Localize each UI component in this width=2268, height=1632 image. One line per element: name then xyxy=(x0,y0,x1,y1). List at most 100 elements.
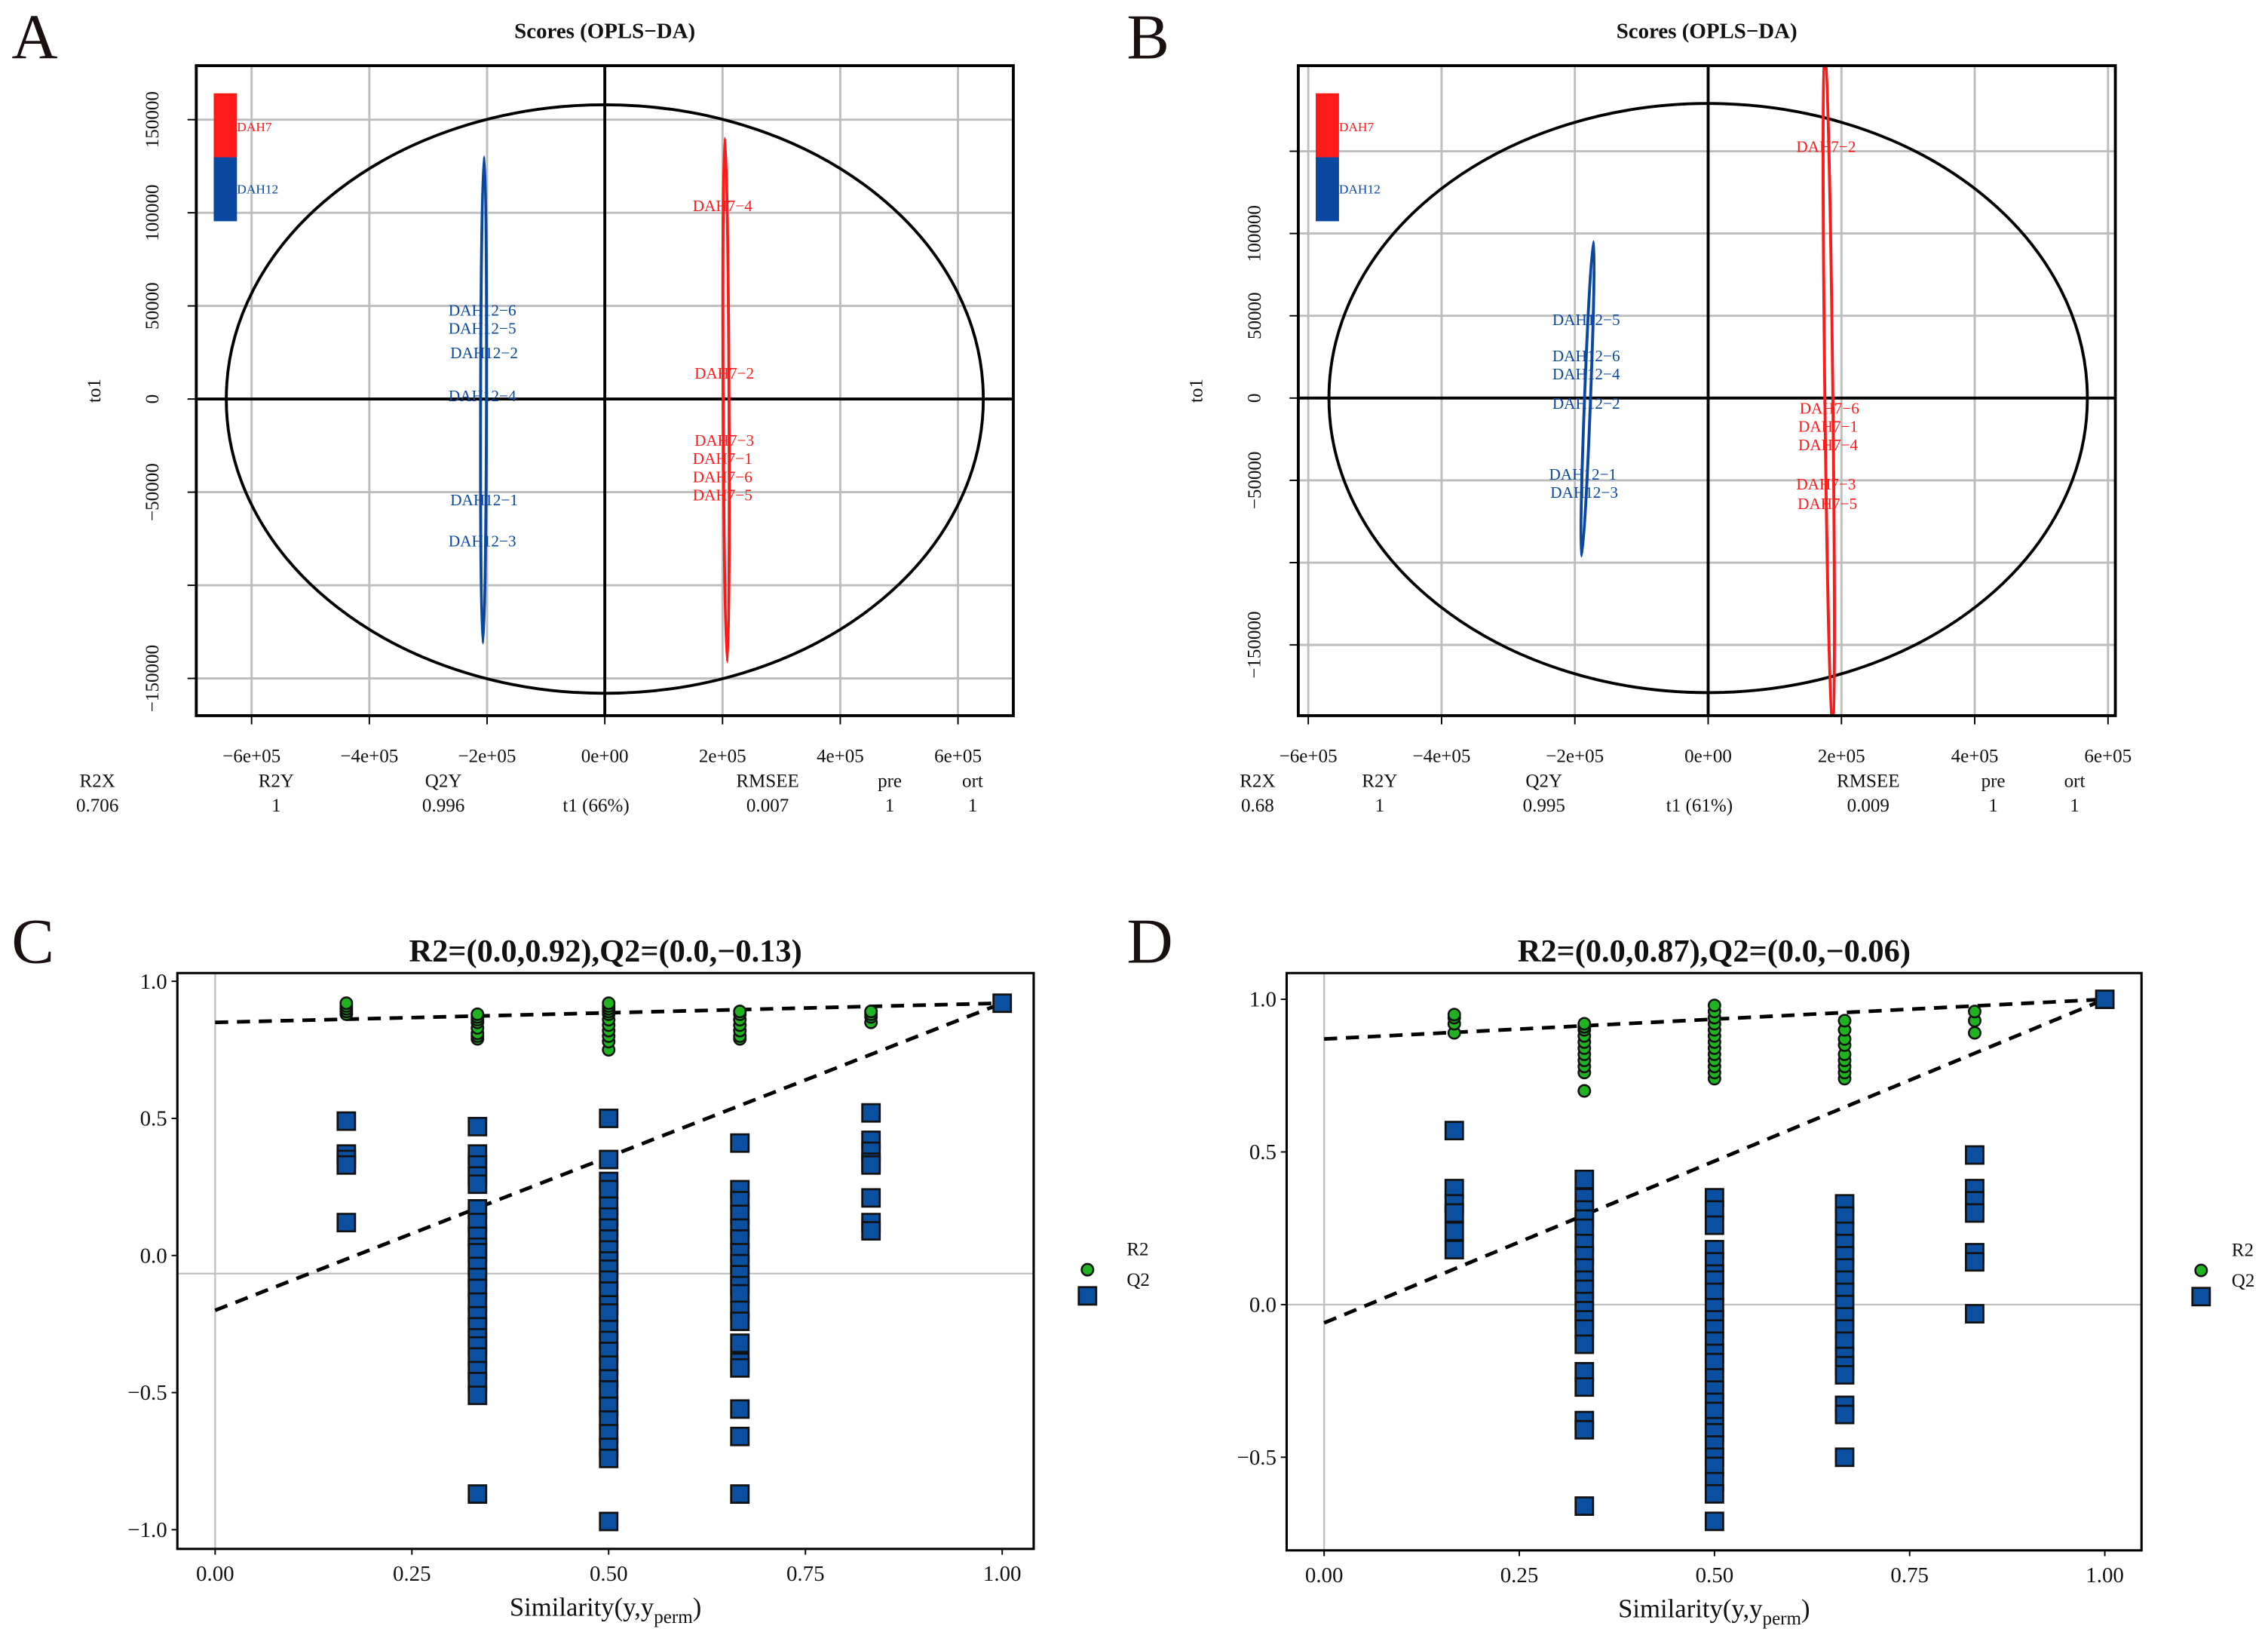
q2-point xyxy=(1834,1404,1855,1425)
q2-point xyxy=(1444,1121,1464,1141)
r2-point xyxy=(1707,999,1721,1013)
r2-point xyxy=(1837,1014,1852,1028)
q2-point xyxy=(2095,989,2115,1009)
legend-q2-label: Q2 xyxy=(1126,1270,1150,1290)
sample-label: DAH12−5 xyxy=(449,319,516,337)
q2-point xyxy=(861,1103,881,1123)
sample-label: DAH12−2 xyxy=(450,344,518,362)
y-tick-label: 0 xyxy=(1245,394,1265,403)
plot-frame xyxy=(176,971,1035,1551)
stat-value: 0.995 xyxy=(1523,796,1565,816)
group-ellipse-dah7 xyxy=(1822,66,1836,716)
legend-r2-label: R2 xyxy=(1126,1239,1148,1259)
hotelling-ellipse xyxy=(225,103,985,695)
q2-point xyxy=(730,1484,750,1505)
legend-r2-icon xyxy=(2194,1263,2208,1278)
legend-r2-label: R2 xyxy=(2232,1240,2254,1260)
q2-point xyxy=(1574,1496,1595,1516)
stat-value: 1 xyxy=(1375,796,1385,816)
q2-point xyxy=(1574,1334,1595,1354)
x-tick-label: −4e+05 xyxy=(340,747,398,767)
x-tick-label: 6e+05 xyxy=(934,747,982,767)
q2-point xyxy=(599,1180,619,1200)
stat-header: R2Y xyxy=(259,771,294,791)
y-tick-label: 150000 xyxy=(143,91,163,148)
stat-header: Q2Y xyxy=(1525,771,1562,791)
y-tick-label: −150000 xyxy=(1245,611,1265,678)
q2-point xyxy=(599,1448,619,1468)
r2-point xyxy=(864,1005,878,1019)
sample-label: DAH12−1 xyxy=(1549,465,1617,483)
q2-point xyxy=(1444,1221,1464,1241)
group-ellipse-dah12 xyxy=(479,155,489,645)
stat-value: 0.007 xyxy=(746,796,789,816)
q2-point xyxy=(1834,1447,1855,1468)
sample-label: DAH12−3 xyxy=(449,532,516,551)
q2-point xyxy=(861,1155,881,1175)
y-tick-label: 0.0 xyxy=(1249,1293,1277,1318)
y-tick-label: −50000 xyxy=(143,463,163,521)
q2-point xyxy=(1574,1377,1595,1397)
x-axis-label: Similarity(y,yperm) xyxy=(510,1593,701,1628)
sample-label: DAH12−6 xyxy=(1552,347,1620,365)
x-axis-label: t1 (61%) xyxy=(1666,796,1733,816)
x-tick-label: 4e+05 xyxy=(1951,747,1999,767)
y-tick-label: 0.5 xyxy=(140,1107,167,1131)
r2-point xyxy=(1577,1084,1592,1098)
q2-point xyxy=(992,993,1013,1014)
q2-point xyxy=(467,1385,488,1406)
y-tick-label: 1.0 xyxy=(1249,988,1277,1012)
x-tick-label: 0.00 xyxy=(196,1562,234,1586)
x-axis-label-end: ) xyxy=(693,1593,702,1622)
x-tick-label: 0.25 xyxy=(393,1562,431,1586)
legend-swatch-dah7 xyxy=(1316,93,1339,158)
q2-point xyxy=(599,1149,619,1170)
stat-value: 0.009 xyxy=(1847,796,1889,816)
y-tick-label: 50000 xyxy=(143,282,163,330)
panel-label: A xyxy=(11,2,57,72)
q2-point xyxy=(730,1357,750,1378)
sample-label: DAH12−3 xyxy=(1550,483,1618,502)
q2-point xyxy=(1834,1365,1855,1385)
r2-point xyxy=(1447,1008,1461,1022)
plot-area xyxy=(177,973,1034,1549)
r2-point xyxy=(339,996,354,1011)
legend-q2-icon xyxy=(1077,1286,1098,1306)
q2-point xyxy=(861,1188,881,1208)
stat-value: 0.706 xyxy=(76,796,118,816)
y-tick-label: 100000 xyxy=(143,185,163,241)
q2-point xyxy=(336,1213,357,1233)
q2-point xyxy=(336,1111,357,1131)
chart-title: Scores (OPLS−DA) xyxy=(1617,19,1798,43)
group-ellipse-dah12 xyxy=(1579,240,1596,558)
legend-r2-icon xyxy=(1080,1262,1095,1277)
stat-header: RMSEE xyxy=(736,771,799,791)
r2-point xyxy=(1577,1017,1592,1031)
legend-label: DAH12 xyxy=(237,183,278,197)
sample-label: DAH7−4 xyxy=(693,197,752,215)
q2-point xyxy=(467,1116,488,1137)
q2-point xyxy=(1704,1511,1724,1532)
panel-label: C xyxy=(11,906,54,977)
legend-label: DAH7 xyxy=(1339,120,1375,134)
x-axis-label-main: Similarity(y,y xyxy=(510,1593,654,1622)
stat-value: 0.68 xyxy=(1241,796,1274,816)
r2-point xyxy=(470,1007,485,1021)
plot-frame xyxy=(195,64,1015,717)
x-tick-label: 0.50 xyxy=(1696,1563,1734,1588)
y-tick-label: −150000 xyxy=(143,645,163,712)
stat-value: 1 xyxy=(968,796,978,816)
stat-header: R2Y xyxy=(1362,771,1397,791)
r2-point xyxy=(1968,1005,1981,1019)
q2-point xyxy=(1444,1203,1464,1223)
r2-point xyxy=(602,996,616,1011)
x-tick-label: 0.75 xyxy=(1890,1563,1929,1588)
stat-header: Q2Y xyxy=(425,771,462,791)
stat-value: 0.996 xyxy=(422,796,464,816)
legend-q2-label: Q2 xyxy=(2232,1271,2255,1291)
legend-swatch-dah12 xyxy=(1316,157,1339,222)
sample-label: DAH7−2 xyxy=(694,364,754,382)
